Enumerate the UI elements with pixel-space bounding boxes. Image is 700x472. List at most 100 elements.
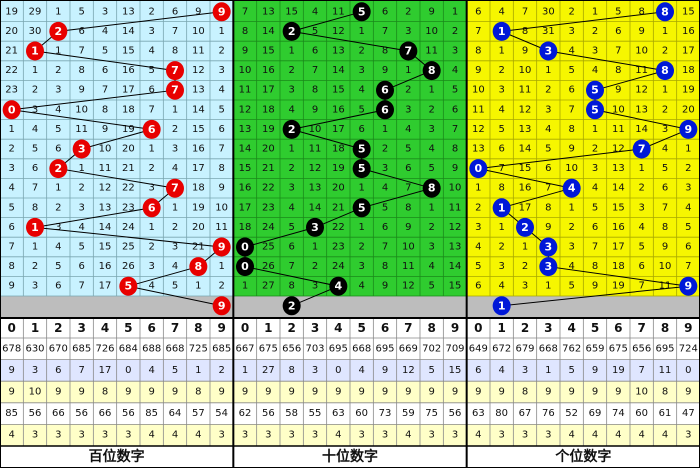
missing-count: 3 [428,242,434,253]
stat-value: 56 [29,408,42,419]
missing-count: 6 [102,65,108,76]
ball [26,41,44,61]
stat-value: 4 [592,430,598,441]
stat-value: 63 [332,408,345,419]
ball [282,296,301,316]
missing-count: 3 [568,242,574,253]
missing-count: 1 [172,104,178,115]
missing-count: 13 [239,124,252,135]
missing-count: 9 [312,104,318,115]
missing-count: 6 [638,261,644,272]
digit-header: 2 [287,321,295,335]
missing-count: 7 [172,26,178,37]
missing-count: 3 [545,104,551,115]
missing-count: 4 [55,104,61,115]
missing-count: 30 [29,26,42,37]
missing-count: 7 [592,242,598,253]
missing-count: 3 [685,183,691,194]
stat-value: 11 [659,365,672,376]
missing-count: 7 [522,6,528,17]
missing-count: 13 [635,104,648,115]
missing-count: 8 [498,183,504,194]
missing-count: 3 [358,65,364,76]
ball [376,80,394,100]
missing-count: 1 [172,202,178,213]
missing-count: 11 [75,124,88,135]
missing-count: 2 [662,104,668,115]
missing-count: 1 [358,222,364,233]
stat-value: 9 [218,387,224,398]
missing-count: 8 [475,46,481,57]
ball [656,2,674,22]
stat-value: 56 [75,408,88,419]
missing-count: 4 [428,144,434,155]
stat-value: 10 [29,387,42,398]
missing-count: 1 [32,65,38,76]
digit-header: 9 [684,321,692,335]
stat-value: 52 [565,408,578,419]
missing-count: 4 [148,281,154,292]
stat-value: 8 [102,387,108,398]
ball [352,139,371,159]
missing-count: 4 [405,124,411,135]
stat-value: 9 [312,387,318,398]
stat-value: 64 [169,408,182,419]
missing-count: 7 [78,281,84,292]
missing-count: 15 [99,242,112,253]
missing-count: 4 [685,202,691,213]
missing-count: 15 [262,46,275,57]
stat-value: 54 [215,408,228,419]
digit-header: 4 [101,321,109,335]
stat-value: 0 [685,365,691,376]
ball-text: 9 [685,280,693,293]
missing-count: 12 [309,163,322,174]
missing-count: 5 [568,281,574,292]
missing-count: 7 [312,65,318,76]
missing-count: 1 [55,46,61,57]
missing-count: 7 [288,261,294,272]
stat-value: 684 [119,343,138,354]
stat-value: 9 [78,387,84,398]
stat-value: 3 [522,365,528,376]
missing-count: 10 [402,242,415,253]
missing-count: 5 [8,202,14,213]
missing-count: 17 [682,46,695,57]
missing-count: 19 [262,124,275,135]
missing-count: 14 [192,104,205,115]
missing-count: 15 [122,46,135,57]
stat-value: 4 [358,365,364,376]
ball-text: 2 [55,25,63,38]
missing-count: 14 [332,65,345,76]
stat-value: 4 [172,430,178,441]
missing-count: 7 [498,163,504,174]
stat-value: 668 [165,343,184,354]
ball-text: 5 [358,162,366,175]
missing-count: 6 [568,85,574,96]
stat-value: 656 [282,343,301,354]
missing-count: 8 [102,104,108,115]
ball [119,276,138,296]
ball-text: 9 [218,241,226,254]
missing-count: 12 [449,222,462,233]
missing-count: 6 [498,144,504,155]
ball-text: 3 [545,45,553,58]
missing-count: 3 [288,183,294,194]
missing-count: 16 [239,183,252,194]
missing-count: 8 [568,124,574,135]
digit-header: 0 [241,321,249,335]
missing-count: 31 [542,26,555,37]
pending-row [0,296,234,318]
missing-count: 11 [425,46,438,57]
missing-count: 2 [78,183,84,194]
missing-count: 9 [638,26,644,37]
missing-count: 10 [99,144,112,155]
missing-count: 5 [638,242,644,253]
stat-value: 27 [262,365,275,376]
missing-count: 10 [75,104,88,115]
missing-count: 9 [615,85,621,96]
missing-count: 1 [8,124,14,135]
missing-count: 1 [662,26,668,37]
missing-count: 5 [78,6,84,17]
ball [399,41,418,61]
missing-count: 12 [332,26,345,37]
